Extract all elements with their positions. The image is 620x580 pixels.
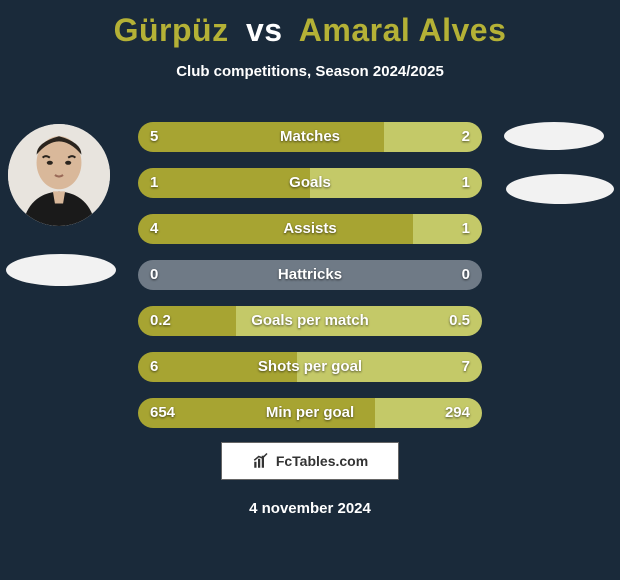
- vs-text: vs: [246, 12, 283, 48]
- chart-icon: [252, 452, 270, 470]
- player2-club-logo-a: [504, 122, 604, 150]
- bar-left-segment: [138, 306, 236, 336]
- date-text: 4 november 2024: [0, 500, 620, 517]
- player2-name: Amaral Alves: [299, 12, 507, 48]
- comparison-title: Gürpüz vs Amaral Alves: [0, 0, 620, 49]
- bar-right-segment: [375, 398, 482, 428]
- bar-left-segment: [138, 168, 310, 198]
- player2-club-logo-b: [506, 174, 614, 204]
- player1-club-logo: [6, 254, 116, 286]
- stat-row: 00Hattricks: [138, 260, 482, 290]
- bar-right-segment: [297, 352, 482, 382]
- bar-neutral: [138, 260, 482, 290]
- stat-row: 52Matches: [138, 122, 482, 152]
- subtitle: Club competitions, Season 2024/2025: [0, 63, 620, 80]
- bar-right-segment: [310, 168, 482, 198]
- bar-right-segment: [413, 214, 482, 244]
- bar-left-segment: [138, 122, 384, 152]
- stat-row: 0.20.5Goals per match: [138, 306, 482, 336]
- player1-avatar: [8, 124, 110, 226]
- bar-right-segment: [384, 122, 482, 152]
- stat-row: 41Assists: [138, 214, 482, 244]
- stat-row: 67Shots per goal: [138, 352, 482, 382]
- stat-row: 654294Min per goal: [138, 398, 482, 428]
- bar-right-segment: [236, 306, 482, 336]
- stats-bars: 52Matches 11Goals 41Assists 00Hattricks 0.20…: [138, 122, 482, 444]
- brand-box: FcTables.com: [221, 442, 399, 480]
- bar-left-segment: [138, 398, 375, 428]
- bar-left-segment: [138, 352, 297, 382]
- player1-name: Gürpüz: [114, 12, 229, 48]
- stat-row: 11Goals: [138, 168, 482, 198]
- bar-left-segment: [138, 214, 413, 244]
- brand-text: FcTables.com: [276, 453, 368, 469]
